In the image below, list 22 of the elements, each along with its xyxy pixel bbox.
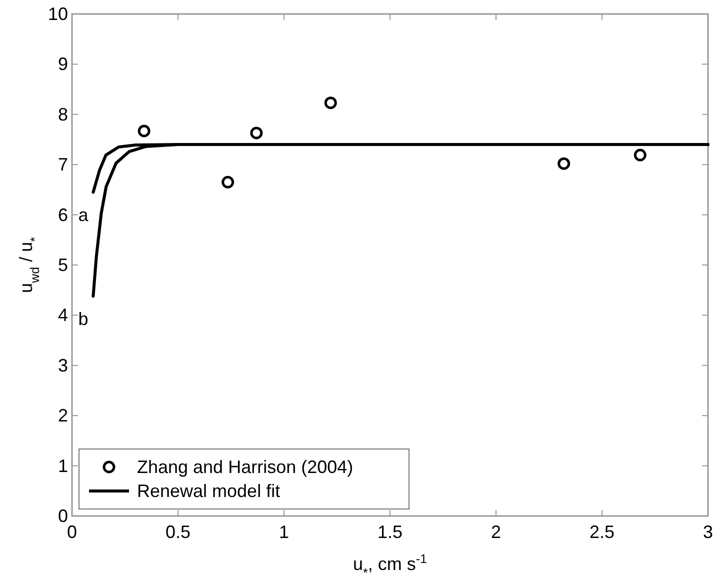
y-tick-label: 0 — [58, 506, 68, 526]
y-tick-label: 8 — [58, 104, 68, 124]
y-tick-label: 5 — [58, 255, 68, 275]
x-tick-label: 1 — [278, 522, 290, 542]
y-tick-label: 10 — [48, 4, 68, 24]
y-tick-label: 6 — [58, 204, 68, 225]
y-tick-label: 7 — [58, 154, 68, 175]
x-tick-label: 2 — [490, 522, 502, 542]
y-tick-label: 4 — [58, 305, 68, 326]
x-tick-label: 3 — [702, 522, 714, 542]
y-tick-label: 3 — [58, 355, 68, 376]
x-tick-label: 0.5 — [165, 522, 191, 542]
legend-label: Renewal model fit — [137, 481, 280, 501]
legend-label: Zhang and Harrison (2004) — [137, 457, 354, 477]
x-tick-label: 2.5 — [589, 522, 615, 542]
annotation: b — [78, 309, 88, 330]
y-tick-label: 2 — [58, 406, 68, 426]
annotation: a — [78, 205, 90, 226]
x-axis-title: u$_{*}$, cm s$^{-1}$ — [352, 552, 428, 580]
y-tick-label: 9 — [58, 54, 68, 74]
x-tick-label: 1.5 — [377, 522, 403, 542]
y-tick-label: 1 — [58, 456, 68, 476]
